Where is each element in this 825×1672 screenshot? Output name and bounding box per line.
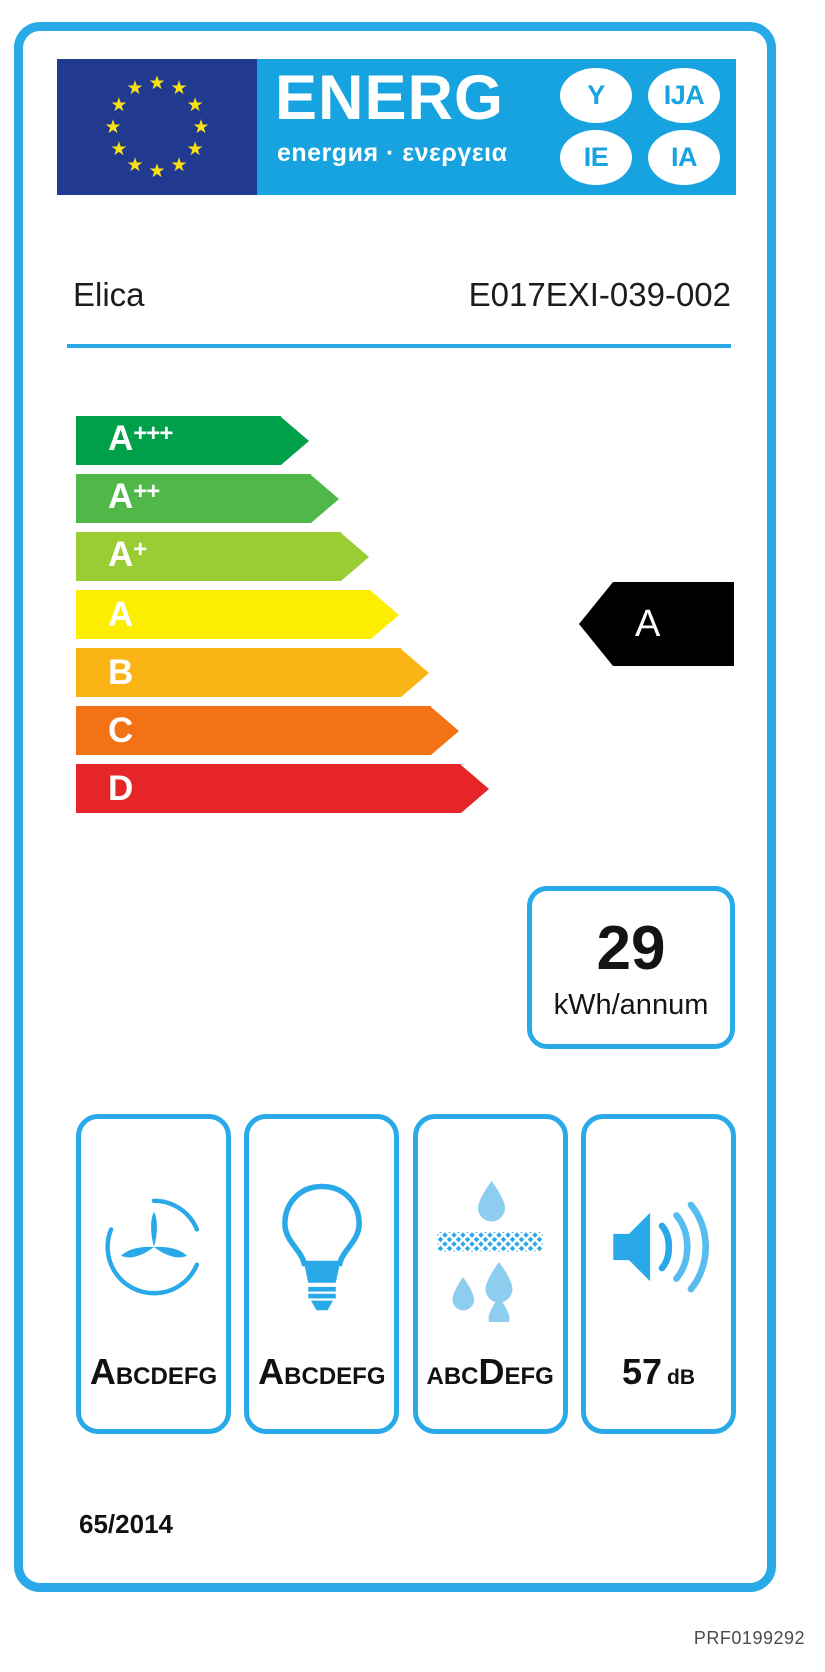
energy-class-bar-tip (341, 532, 369, 581)
energy-class-bar-label: D (108, 769, 134, 808)
rating-class-letter: A (635, 603, 661, 645)
caption-suffix: EFG (504, 1363, 554, 1390)
regulation-number: 65/2014 (79, 1509, 173, 1539)
header-divider (67, 344, 731, 348)
energ-wordmark: ENERG (275, 63, 505, 133)
pictogram-noise-level: 57 dB (580, 1114, 736, 1434)
energy-class-bar: A++ (76, 474, 339, 523)
energy-class-bar-plus: +++ (133, 420, 173, 447)
grease-filter-icon (418, 1147, 563, 1347)
caption-suffix: BCDEFG (284, 1363, 386, 1390)
energy-class-bar-label: A (108, 595, 134, 634)
caption-highlight: A (89, 1351, 116, 1392)
energy-class-bar: A+ (76, 532, 369, 581)
energy-class-bar: A (76, 590, 399, 639)
language-badge-ia: IA (648, 130, 720, 185)
eu-flag-icon: ★ ★ ★ ★ ★ ★ ★ ★ ★ ★ ★ ★ (57, 59, 257, 195)
language-badge-ija: IJA (648, 68, 720, 123)
energy-class-bar-label: A+ (108, 535, 147, 574)
annual-consumption-unit: kWh/annum (553, 988, 709, 1021)
eu-star-icon: ★ (186, 94, 204, 116)
energy-class-bar-body: D (76, 764, 461, 813)
eu-star-icon: ★ (170, 154, 188, 176)
eu-star-icon: ★ (148, 160, 166, 182)
language-badge-y: Y (560, 68, 632, 123)
model-identifier: E017EXI-039-002 (468, 276, 731, 313)
eu-star-icon: ★ (110, 94, 128, 116)
annual-consumption-box: 29 kWh/annum (527, 886, 735, 1049)
eu-star-icon: ★ (104, 116, 122, 138)
energy-class-bar: B (76, 648, 429, 697)
energy-class-bar-label: A++ (108, 477, 160, 516)
energy-class-bar-tip (431, 706, 459, 755)
energy-class-bar-body: B (76, 648, 401, 697)
energy-class-bar-label: C (108, 711, 134, 750)
energy-class-bar-tip (311, 474, 339, 523)
energy-class-rating-arrow: A (579, 582, 734, 666)
energy-class-bar-body: A+ (76, 532, 341, 581)
caption-highlight: A (258, 1351, 285, 1392)
pictogram-lighting-efficiency: ABCDEFG (244, 1114, 400, 1434)
noise-level-caption: 57 dB (586, 1354, 731, 1397)
energy-class-bar-body: A+++ (76, 416, 281, 465)
eu-star-icon: ★ (148, 72, 166, 94)
speaker-icon (586, 1147, 731, 1347)
pictogram-grease-filtering-efficiency: ABCDEFG (412, 1114, 568, 1434)
energy-class-bar-tip (461, 764, 489, 813)
energy-class-bar-label: A+++ (108, 419, 173, 458)
caption-suffix: BCDEFG (115, 1363, 218, 1390)
noise-level-value: 57 (621, 1351, 662, 1392)
eu-star-icon: ★ (192, 116, 210, 138)
energy-class-bar-label: B (108, 653, 134, 692)
eu-star-icon: ★ (170, 78, 188, 100)
energy-class-bar-plus: + (133, 536, 147, 563)
eu-star-icon: ★ (186, 138, 204, 160)
fan-icon (81, 1147, 226, 1347)
noise-level-unit: dB (667, 1366, 695, 1389)
pictogram-fluid-dynamic-efficiency: ABCDEFG (76, 1114, 231, 1434)
eu-star-icon: ★ (110, 138, 128, 160)
energ-subtitle: energия · ενεργεια (277, 139, 508, 167)
energy-class-bar-body: A++ (76, 474, 311, 523)
energy-class-bar-tip (401, 648, 429, 697)
grease-filter-class-caption: ABCDEFG (418, 1354, 563, 1397)
energ-wordmark-block: ENERG energия · ενεργεια Y IJA IE IA (257, 59, 736, 195)
language-badge-grid: Y IJA IE IA (558, 68, 728, 186)
brand-name: Elica (73, 276, 145, 313)
caption-highlight: D (478, 1351, 505, 1392)
energy-class-bar-body: C (76, 706, 431, 755)
energy-class-bar-tip (371, 590, 399, 639)
energy-class-scale: A+++ A++ A+ A B C D (76, 416, 496, 826)
energy-class-bar-body: A (76, 590, 371, 639)
eu-star-icon: ★ (126, 154, 144, 176)
fluid-dynamic-class-caption: ABCDEFG (81, 1354, 226, 1397)
energy-class-bar: D (76, 764, 489, 813)
language-badge-ie: IE (560, 130, 632, 185)
energy-label-frame: ★ ★ ★ ★ ★ ★ ★ ★ ★ ★ ★ ★ ENERG energия · ενεργεια Y … (14, 22, 776, 1592)
caption-prefix: ABC (426, 1363, 479, 1390)
energy-class-bar: A+++ (76, 416, 309, 465)
annual-consumption-value: 29 (596, 913, 666, 983)
print-reference-code: PRF0199292 (693, 1628, 805, 1648)
brand-model-row: Elica E017EXI-039-002 (63, 276, 731, 328)
energy-label-header: ★ ★ ★ ★ ★ ★ ★ ★ ★ ★ ★ ★ ENERG energия · ενεργεια Y … (57, 59, 736, 195)
rating-arrow-body: A (613, 582, 734, 666)
eu-star-icon: ★ (126, 78, 144, 100)
pictogram-row: ABCDEFG ABCDEFG (76, 1114, 736, 1434)
lightbulb-icon (249, 1147, 394, 1347)
rating-arrow-point (579, 582, 613, 666)
energy-class-bar: C (76, 706, 459, 755)
energy-class-bar-plus: ++ (133, 478, 160, 505)
energy-class-bar-tip (281, 416, 309, 465)
lighting-class-caption: ABCDEFG (249, 1354, 394, 1397)
